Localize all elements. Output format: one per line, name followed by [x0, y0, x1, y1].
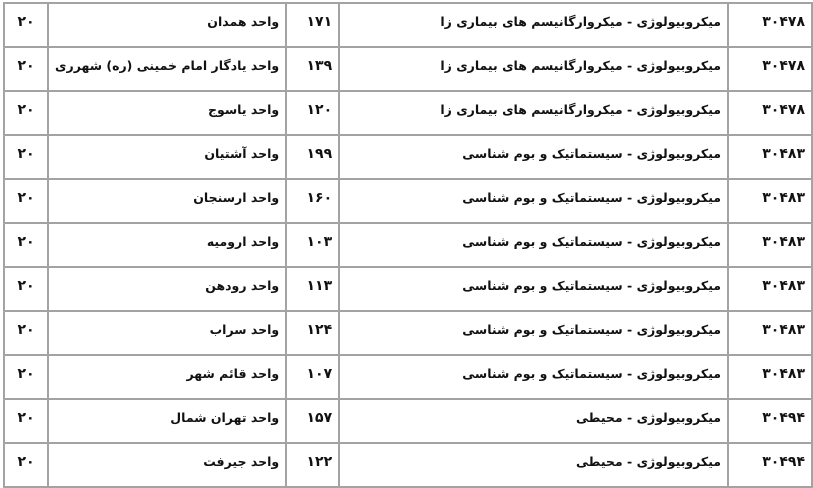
program-code: ۳۰۴۷۸ — [727, 90, 813, 136]
program-code: ۳۰۴۷۸ — [727, 2, 813, 48]
unit-name: واحد همدان — [47, 2, 288, 48]
table-row: ۳۰۴۷۸ میکروبیولوژی - میکروارگانیسم های بی… — [2, 46, 813, 92]
capacity: ۲۰ — [2, 222, 50, 268]
capacity: ۲۰ — [2, 398, 50, 444]
field-name: میکروبیولوژی - سیستماتیک و بوم شناسی — [338, 310, 730, 356]
program-code: ۳۰۴۹۴ — [727, 398, 813, 444]
unit-name: واحد یاسوج — [47, 90, 288, 136]
unit-code: ۱۵۷ — [285, 398, 341, 444]
unit-name: واحد تهران شمال — [47, 398, 288, 444]
unit-code: ۱۰۳ — [285, 222, 341, 268]
capacity: ۲۰ — [2, 310, 50, 356]
unit-code: ۱۲۰ — [285, 90, 341, 136]
field-name: میکروبیولوژی - سیستماتیک و بوم شناسی — [338, 134, 730, 180]
unit-name: واحد آشتیان — [47, 134, 288, 180]
field-name: میکروبیولوژی - میکروارگانیسم های بیماری … — [338, 2, 730, 48]
unit-name: واحد رودهن — [47, 266, 288, 312]
unit-code: ۱۲۴ — [285, 310, 341, 356]
field-name: میکروبیولوژی - سیستماتیک و بوم شناسی — [338, 266, 730, 312]
table-row: ۳۰۴۹۴ میکروبیولوژی - محیطی ۱۵۷ واحد تهران ش… — [2, 398, 813, 444]
field-name: میکروبیولوژی - سیستماتیک و بوم شناسی — [338, 222, 730, 268]
unit-code: ۱۶۰ — [285, 178, 341, 224]
program-code: ۳۰۴۸۳ — [727, 178, 813, 224]
unit-name: واحد سراب — [47, 310, 288, 356]
table-row: ۳۰۴۷۸ میکروبیولوژی - میکروارگانیسم های بی… — [2, 90, 813, 136]
capacity: ۲۰ — [2, 354, 50, 400]
unit-name: واحد یادگار امام خمینی (ره) شهرری — [47, 46, 288, 92]
capacity: ۲۰ — [2, 90, 50, 136]
table-row: ۳۰۴۷۸ میکروبیولوژی - میکروارگانیسم های بی… — [2, 2, 813, 48]
capacity: ۲۰ — [2, 2, 50, 48]
program-code: ۳۰۴۸۳ — [727, 222, 813, 268]
table-row: ۳۰۴۸۳ میکروبیولوژی - سیستماتیک و بوم شناس… — [2, 222, 813, 268]
unit-name: واحد ارومیه — [47, 222, 288, 268]
program-code: ۳۰۴۹۴ — [727, 442, 813, 488]
capacity: ۲۰ — [2, 134, 50, 180]
field-name: میکروبیولوژی - سیستماتیک و بوم شناسی — [338, 178, 730, 224]
table-row: ۳۰۴۹۴ میکروبیولوژی - محیطی ۱۲۲ واحد جیرفت ۲۰ — [2, 442, 813, 488]
unit-name: واحد ارسنجان — [47, 178, 288, 224]
program-code: ۳۰۴۸۳ — [727, 354, 813, 400]
unit-code: ۱۳۹ — [285, 46, 341, 92]
program-code: ۳۰۴۸۳ — [727, 134, 813, 180]
table-row: ۳۰۴۸۳ میکروبیولوژی - سیستماتیک و بوم شناس… — [2, 178, 813, 224]
unit-code: ۱۹۹ — [285, 134, 341, 180]
table-row: ۳۰۴۸۳ میکروبیولوژی - سیستماتیک و بوم شناس… — [2, 310, 813, 356]
unit-name: واحد قائم شهر — [47, 354, 288, 400]
capacity: ۲۰ — [2, 178, 50, 224]
program-code: ۳۰۴۸۳ — [727, 266, 813, 312]
program-code: ۳۰۴۷۸ — [727, 46, 813, 92]
field-name: میکروبیولوژی - محیطی — [338, 398, 730, 444]
unit-code: ۱۰۷ — [285, 354, 341, 400]
field-name: میکروبیولوژی - سیستماتیک و بوم شناسی — [338, 354, 730, 400]
table-row: ۳۰۴۸۳ میکروبیولوژی - سیستماتیک و بوم شناس… — [2, 266, 813, 312]
unit-code: ۱۱۳ — [285, 266, 341, 312]
field-name: میکروبیولوژی - محیطی — [338, 442, 730, 488]
unit-code: ۱۷۱ — [285, 2, 341, 48]
field-name: میکروبیولوژی - میکروارگانیسم های بیماری … — [338, 90, 730, 136]
program-code: ۳۰۴۸۳ — [727, 310, 813, 356]
capacity: ۲۰ — [2, 46, 50, 92]
capacity: ۲۰ — [2, 266, 50, 312]
table-row: ۳۰۴۸۳ میکروبیولوژی - سیستماتیک و بوم شناس… — [2, 354, 813, 400]
unit-name: واحد جیرفت — [47, 442, 288, 488]
table-row: ۳۰۴۸۳ میکروبیولوژی - سیستماتیک و بوم شناس… — [2, 134, 813, 180]
unit-code: ۱۲۲ — [285, 442, 341, 488]
field-name: میکروبیولوژی - میکروارگانیسم های بیماری … — [338, 46, 730, 92]
capacity: ۲۰ — [2, 442, 50, 488]
